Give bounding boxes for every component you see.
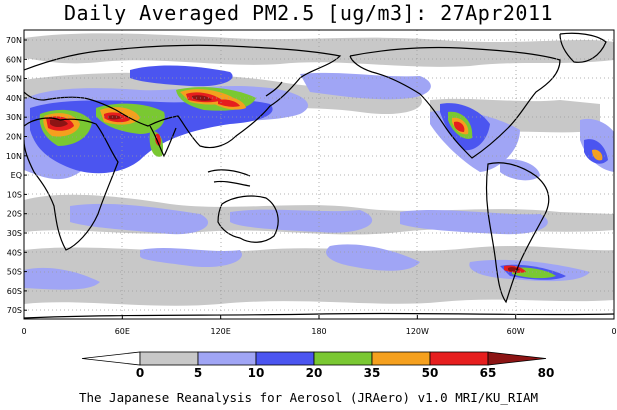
australia-coast: [217, 195, 279, 243]
latitude-label: 10S: [7, 190, 22, 199]
latitude-label: 20N: [6, 133, 22, 142]
colorbar-tick-label: 50: [422, 366, 439, 380]
latitude-label: EQ: [11, 171, 22, 180]
colorbar-segment: [371, 351, 431, 366]
antarctica-coast: [24, 312, 614, 319]
latitude-label: 60N: [6, 55, 22, 64]
colorbar-segment: [81, 351, 141, 366]
colorbar-tick-label: 5: [194, 366, 202, 380]
colorbar: 0 5 10 20 35 50 65 80: [81, 351, 555, 380]
latitude-label: 50N: [6, 75, 22, 84]
latitude-label: 30N: [6, 113, 22, 122]
colorbar-segment: [429, 351, 489, 366]
colorbar-tick-label: 35: [364, 366, 381, 380]
colorbar-segment: [255, 351, 315, 366]
latitude-label: 10N: [6, 152, 22, 161]
japan-coast: [265, 81, 283, 97]
page-title: Daily Averaged PM2.5 [ug/m3]: 27Apr2011: [63, 1, 554, 25]
longitude-label: 120W: [406, 327, 429, 336]
latitude-label: 20S: [7, 210, 22, 219]
latitude-label: 40N: [6, 94, 22, 103]
indonesia-coast: [207, 169, 251, 187]
latitude-label: 70S: [7, 306, 22, 315]
africa-coast: [24, 117, 119, 251]
colorbar-tick-label: 10: [248, 366, 265, 380]
greenland-coast: [559, 32, 607, 63]
concentration-field: [24, 32, 614, 319]
footer-credit: The Japanese Reanalysis for Aerosol (JRA…: [78, 390, 539, 405]
eurasia-coast: [24, 44, 342, 149]
longitude-label: 180: [311, 327, 326, 336]
map-gridlines: [24, 30, 614, 319]
longitude-label: 0: [21, 327, 26, 336]
colorbar-segment: [313, 351, 373, 366]
colorbar-tick-label: 80: [538, 366, 555, 380]
latitude-label: 60S: [7, 287, 22, 296]
north-america-coast: [349, 46, 561, 159]
colorbar-tick-label: 65: [480, 366, 497, 380]
latitude-label: 70N: [6, 36, 22, 45]
longitude-label: 120E: [211, 327, 231, 336]
colorbar-tick-label: 0: [136, 366, 144, 380]
colorbar-segment: [139, 351, 199, 366]
longitude-label: 0: [611, 327, 616, 336]
longitude-label: 60E: [115, 327, 130, 336]
south-america-coast: [485, 162, 550, 304]
colorbar-segment: [487, 351, 547, 366]
latitude-label: 30S: [7, 229, 22, 238]
longitude-label: 60W: [507, 327, 525, 336]
latitude-label: 40S: [7, 248, 22, 257]
colorbar-tick-label: 20: [306, 366, 323, 380]
latitude-labels: 70N 60N 50N 40N 30N 20N 10N EQ 10S 20S 30S 40S 50S 60…: [6, 36, 27, 315]
longitude-labels: 0 60E 120E 180 120W 60W 0: [21, 315, 617, 336]
latitude-label: 50S: [7, 268, 22, 277]
coastlines: [24, 32, 614, 319]
colorbar-segment: [197, 351, 257, 366]
